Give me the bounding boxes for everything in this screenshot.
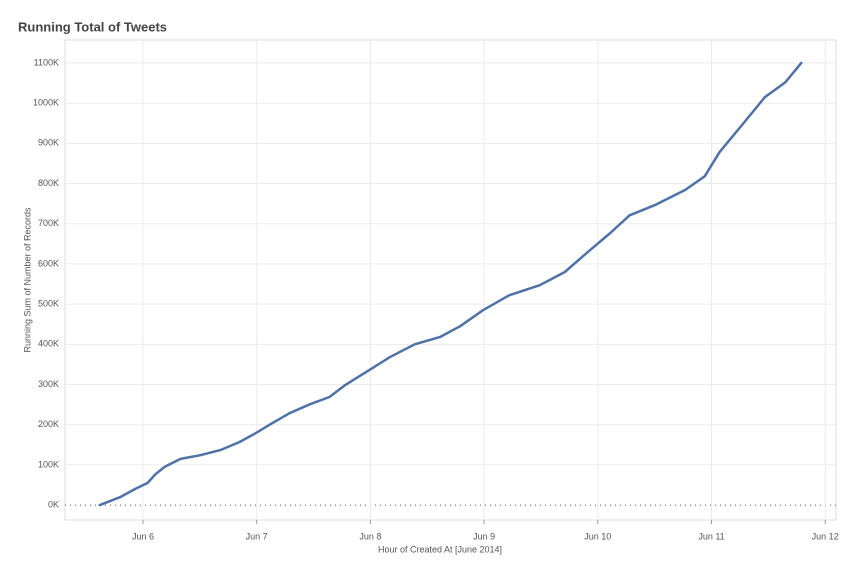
y-tick-label: 800K (38, 178, 59, 188)
y-tick-label: 0K (48, 500, 59, 510)
chart-title: Running Total of Tweets (18, 19, 167, 34)
y-tick-label: 500K (38, 298, 59, 308)
data-line (98, 61, 803, 507)
y-tick-label: 100K (38, 459, 59, 469)
x-axis-label: Hour of Created At [June 2014] (378, 544, 502, 554)
x-tick-label: Jun 11 (698, 531, 724, 541)
x-tick-label: Jun 7 (246, 531, 268, 541)
y-tick-label: 700K (38, 218, 59, 228)
y-axis-label: Running Sum of Number of Records (22, 207, 32, 353)
y-tick-label: 400K (38, 339, 59, 349)
plot-frame (64, 39, 837, 521)
y-tick-label: 600K (38, 258, 59, 268)
x-tick-label: Jun 9 (473, 531, 495, 541)
y-tick-label: 1100K (34, 57, 59, 67)
y-tick-label: 200K (38, 419, 59, 429)
x-tick-label: Jun 6 (132, 531, 154, 541)
y-tick-label: 300K (38, 379, 59, 389)
x-tick-label: Jun 12 (812, 531, 839, 541)
x-tick-label: Jun 8 (359, 531, 381, 541)
x-tick-label: Jun 10 (584, 531, 611, 541)
y-tick-label: 900K (38, 138, 59, 148)
y-tick-label: 1000K (33, 97, 59, 107)
